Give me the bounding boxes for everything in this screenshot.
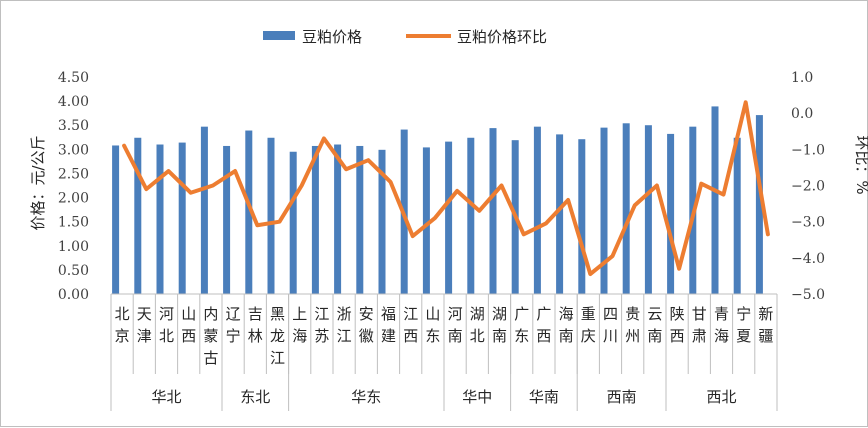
legend-bar-swatch [263,31,295,40]
legend-label-mom: 豆粕价格环比 [457,28,547,46]
category-label: 北京 [115,305,130,345]
price-bar [112,145,119,294]
region-label: 华南 [529,388,559,406]
category-label: 云南 [647,305,662,345]
right-tick-label: −3.0 [791,215,825,231]
price-bar [445,142,452,294]
price-bar [490,128,497,294]
price-bar [334,145,341,294]
left-axis-title: 价格：元/公斤 [29,135,47,230]
left-tick-label: 0.00 [58,287,89,303]
legend: 豆粕价格 豆粕价格环比 [263,28,547,46]
price-bar [712,106,719,294]
category-label: 天津 [137,305,152,345]
category-label: 山东 [425,305,440,345]
category-label: 新疆 [758,305,773,345]
category-label: 宁夏 [736,305,751,345]
category-label: 江西 [403,305,418,345]
category-label: 河南 [448,305,463,345]
category-label: 贵州 [625,305,640,345]
category-label: 福建 [381,305,396,345]
category-label: 广西 [536,305,551,345]
left-tick-label: 3.50 [58,118,89,134]
right-axis-title: 环比：% [853,135,868,194]
left-tick-label: 4.00 [58,94,89,110]
left-tick-label: 2.00 [58,191,89,207]
left-tick-label: 2.50 [58,166,89,182]
price-bar [134,138,141,294]
right-axis-ticks: 1.0 0.0 −1.0 −2.0 −3.0 −4.0 −5.0 [791,70,825,303]
category-label: 湖南 [492,305,507,345]
category-label: 四川 [603,305,618,345]
right-tick-label: 0.0 [791,106,813,122]
region-label: 华中 [462,388,492,406]
category-label: 吉林 [248,305,263,345]
price-bar [223,146,230,294]
region-label: 西南 [607,388,637,406]
category-label: 陕西 [670,305,685,345]
bar-series [112,106,763,294]
right-tick-label: −2.0 [791,179,825,195]
right-tick-label: 1.0 [791,70,813,86]
category-label: 山西 [181,305,196,345]
price-bar [734,138,741,294]
category-label: 河北 [159,305,174,345]
left-tick-label: 4.50 [58,70,89,86]
region-label: 东北 [240,388,270,406]
price-bar [623,123,630,294]
price-bar [268,138,275,294]
right-tick-label: −1.0 [791,142,825,158]
category-label: 重庆 [581,305,596,345]
price-bar [157,145,164,294]
category-label: 安徽 [359,305,374,345]
category-label: 甘肃 [692,305,707,345]
price-bar [179,143,186,294]
left-axis-ticks: 0.00 0.50 1.00 1.50 2.00 2.50 3.00 3.50 4.00 4.50 [58,70,89,303]
price-bar [578,139,585,294]
category-label: 黑龙江 [270,305,285,367]
price-bar [290,152,297,294]
category-label: 浙江 [337,305,352,345]
price-bar [312,146,319,294]
category-label: 江苏 [314,305,329,345]
price-bar [201,127,208,294]
category-label: 上海 [292,305,307,345]
legend-label-price: 豆粕价格 [302,28,362,46]
region-label: 西北 [706,388,736,406]
category-label: 广东 [514,305,529,345]
right-tick-label: −4.0 [791,251,825,267]
category-label: 内蒙古 [203,305,218,367]
region-label: 华北 [151,388,181,406]
price-bar [645,125,652,294]
price-bar [356,146,363,294]
category-label: 青海 [714,305,729,345]
left-tick-label: 3.00 [58,142,89,158]
left-tick-label: 1.50 [58,215,89,231]
region-label: 华东 [351,388,381,406]
price-bar [467,138,474,294]
price-bar [601,128,608,294]
price-bar [534,127,541,294]
category-label: 海南 [559,305,574,345]
left-tick-label: 1.00 [58,239,89,255]
category-label: 辽宁 [226,305,241,345]
right-tick-label: −5.0 [791,287,825,303]
left-tick-label: 0.50 [58,263,89,279]
price-bar [667,134,674,294]
category-label: 湖北 [470,305,485,345]
